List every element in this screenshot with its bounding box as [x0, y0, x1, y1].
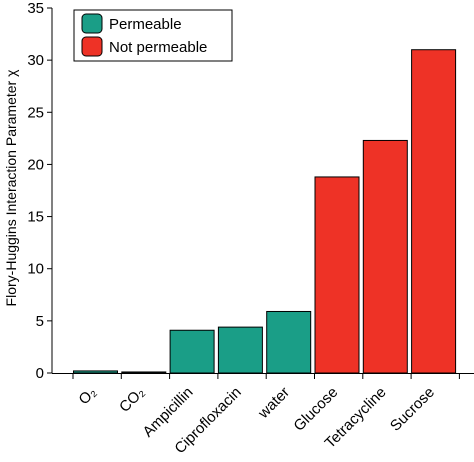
legend: Permeable Not permeable: [73, 9, 233, 62]
y-axis-ticks: 0 5 10 15 20 25 30 35: [27, 0, 52, 382]
legend-swatch-1: [81, 36, 103, 57]
y-tick-label: 15: [27, 209, 44, 226]
bar-4: [266, 310, 312, 374]
y-axis-title: Flory-Huggins Interaction Parameter χ: [3, 69, 19, 307]
bar-3: [217, 326, 263, 374]
bar-6: [362, 139, 408, 374]
y-tick-label: 10: [27, 261, 44, 278]
legend-swatch-0: [81, 13, 103, 34]
x-tick-label: CO₂: [116, 384, 148, 416]
bar-5: [314, 176, 360, 374]
legend-label-0: Permeable: [109, 16, 182, 33]
x-tick-label: water: [254, 384, 293, 423]
legend-label-1: Not permeable: [109, 39, 207, 56]
x-tick-label: O₂: [75, 384, 100, 409]
y-tick-label: 35: [27, 0, 44, 17]
bar-1: [121, 371, 167, 374]
y-tick-label: 30: [27, 52, 44, 69]
x-tick-label: Sucrose: [387, 384, 438, 435]
bar-2: [169, 329, 215, 374]
y-tick-label: 20: [27, 156, 44, 173]
y-tick-label: 5: [36, 313, 44, 330]
bars-group: [73, 49, 457, 374]
y-tick-label: 25: [27, 104, 44, 121]
bar-7: [411, 49, 457, 374]
bar-0: [73, 370, 118, 374]
y-tick-label: 0: [36, 365, 44, 382]
